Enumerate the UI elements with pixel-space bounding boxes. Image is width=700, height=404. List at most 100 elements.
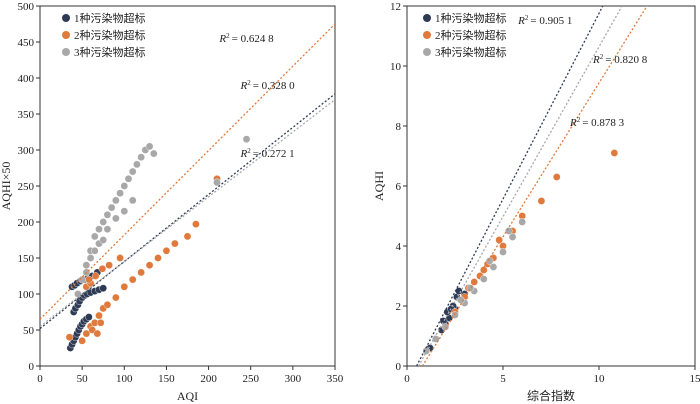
data-point-series-2 bbox=[112, 293, 120, 302]
y-tick-label: 6 bbox=[396, 181, 402, 193]
data-point-series-2 bbox=[82, 329, 91, 338]
data-point-series-3 bbox=[128, 196, 137, 205]
data-point-series-3 bbox=[508, 233, 517, 241]
legend-marker-series-1 bbox=[423, 14, 431, 22]
plot-frame bbox=[39, 5, 336, 367]
right-panel: 0 5 10 15 0 2 4 6 8 10 12 综合指数 AQHI R2 = 0.905 1 R2 = 0.… bbox=[372, 1, 700, 403]
data-point-series-2 bbox=[78, 336, 86, 345]
data-point-series-3 bbox=[499, 248, 507, 256]
x-axis-title: 综合指数 bbox=[527, 388, 575, 403]
legend-label-series-3: 3种污染物超标 bbox=[74, 45, 146, 59]
data-point-series-3 bbox=[107, 203, 116, 212]
y-axis-title: AQHI bbox=[372, 171, 386, 201]
y-tick-label: 12 bbox=[390, 1, 401, 13]
data-point-series-2 bbox=[145, 261, 154, 270]
scatter-layer bbox=[65, 135, 251, 352]
x-axis-title: AQI bbox=[177, 389, 198, 403]
y-tick-label: 0 bbox=[396, 361, 402, 373]
data-point-series-3 bbox=[99, 236, 108, 244]
data-point-series-2 bbox=[120, 282, 129, 291]
r-squared-annotation: R2 = 0.820 8 bbox=[592, 53, 648, 66]
y-tick-label: 100 bbox=[18, 289, 35, 301]
x-tick-label: 0 bbox=[404, 373, 410, 385]
data-point-series-3 bbox=[82, 261, 91, 270]
legend-marker-series-3 bbox=[62, 48, 70, 56]
y-tick-label: 500 bbox=[18, 1, 35, 13]
legend-label-series-1: 1种污染物超标 bbox=[74, 11, 146, 25]
trendline-series-2 bbox=[40, 23, 335, 320]
data-point-series-3 bbox=[137, 153, 145, 161]
data-point-series-3 bbox=[103, 225, 112, 233]
data-point-series-3 bbox=[149, 149, 158, 158]
data-point-series-2 bbox=[183, 232, 192, 241]
y-tick-label: 8 bbox=[396, 121, 402, 133]
x-tick-label: 150 bbox=[158, 373, 175, 385]
x-tick-label: 300 bbox=[285, 373, 302, 385]
y-tick-label: 300 bbox=[18, 145, 35, 157]
legend-label-series-2: 2种污染物超标 bbox=[74, 28, 146, 42]
legend-label-series-3: 3种污染物超标 bbox=[435, 45, 507, 59]
x-tick-label: 15 bbox=[690, 373, 700, 385]
y-tick-label: 400 bbox=[18, 73, 35, 85]
y-tick-label: 0 bbox=[29, 361, 35, 373]
trendline-series-2 bbox=[421, 6, 648, 366]
data-point-series-3 bbox=[120, 182, 129, 190]
data-point-series-3 bbox=[504, 227, 513, 235]
data-point-series-3 bbox=[466, 284, 475, 292]
r-squared-annotation: R2 = 0.878 3 bbox=[569, 116, 625, 129]
data-point-series-3 bbox=[479, 275, 488, 283]
data-point-series-2 bbox=[105, 261, 113, 270]
data-point-series-2 bbox=[98, 264, 107, 273]
y-tick-label: 10 bbox=[390, 61, 402, 73]
legend-label-series-1: 1种污染物超标 bbox=[435, 11, 507, 25]
data-point-series-2 bbox=[537, 197, 546, 205]
y-axis-title: AQHI×50 bbox=[0, 162, 13, 211]
data-point-series-3 bbox=[128, 167, 137, 176]
left-panel: 0 50 100 150 200 250 300 350 0 50 100 150 200 250 300 3… bbox=[0, 1, 344, 403]
legend-marker-series-2 bbox=[423, 31, 431, 39]
data-point-series-2 bbox=[137, 268, 145, 277]
data-point-series-3 bbox=[99, 218, 108, 226]
legend-marker-series-3 bbox=[423, 48, 431, 56]
y-tick-label: 4 bbox=[396, 241, 402, 253]
data-point-series-3 bbox=[112, 196, 120, 205]
data-point-series-3 bbox=[124, 174, 133, 183]
r-squared-annotation: R2 = 0.624 8 bbox=[218, 32, 274, 45]
legend-label-series-2: 2种污染物超标 bbox=[435, 28, 507, 42]
y-tick-label: 450 bbox=[18, 37, 35, 49]
data-point-series-2 bbox=[116, 254, 124, 262]
data-point-series-3 bbox=[90, 232, 99, 241]
data-point-series-2 bbox=[91, 272, 100, 280]
data-point-series-3 bbox=[441, 323, 450, 331]
data-point-series-3 bbox=[86, 254, 95, 262]
x-tick-label: 50 bbox=[77, 373, 89, 385]
r-squared-annotation: R2 = 0.905 1 bbox=[517, 14, 572, 27]
data-point-series-3 bbox=[78, 275, 86, 284]
y-tick-label: 250 bbox=[18, 181, 35, 193]
x-tick-label: 100 bbox=[116, 373, 133, 385]
data-point-series-2 bbox=[85, 275, 93, 284]
x-tick-label: 10 bbox=[594, 373, 606, 385]
data-point-series-2 bbox=[162, 246, 171, 255]
data-point-series-2 bbox=[65, 333, 74, 342]
data-point-series-3 bbox=[213, 178, 221, 187]
data-point-series-3 bbox=[90, 246, 99, 255]
r-squared-annotation: R2 = 0.328 0 bbox=[239, 79, 295, 92]
data-point-series-3 bbox=[485, 257, 494, 265]
data-point-series-3 bbox=[116, 189, 124, 197]
legend-marker-series-2 bbox=[62, 31, 70, 39]
trendline-series-3 bbox=[417, 6, 623, 366]
x-tick-label: 250 bbox=[242, 373, 259, 385]
data-point-series-3 bbox=[112, 214, 120, 223]
scatter-layer bbox=[422, 149, 619, 355]
y-tick-label: 200 bbox=[18, 217, 35, 229]
x-tick-label: 5 bbox=[500, 373, 506, 385]
data-point-series-3 bbox=[95, 225, 103, 233]
data-point-series-2 bbox=[95, 311, 103, 320]
data-point-series-2 bbox=[192, 220, 200, 228]
y-tick-label: 350 bbox=[18, 109, 35, 121]
data-point-series-3 bbox=[489, 263, 498, 271]
data-point-series-3 bbox=[103, 210, 112, 219]
data-point-series-2 bbox=[154, 254, 162, 262]
